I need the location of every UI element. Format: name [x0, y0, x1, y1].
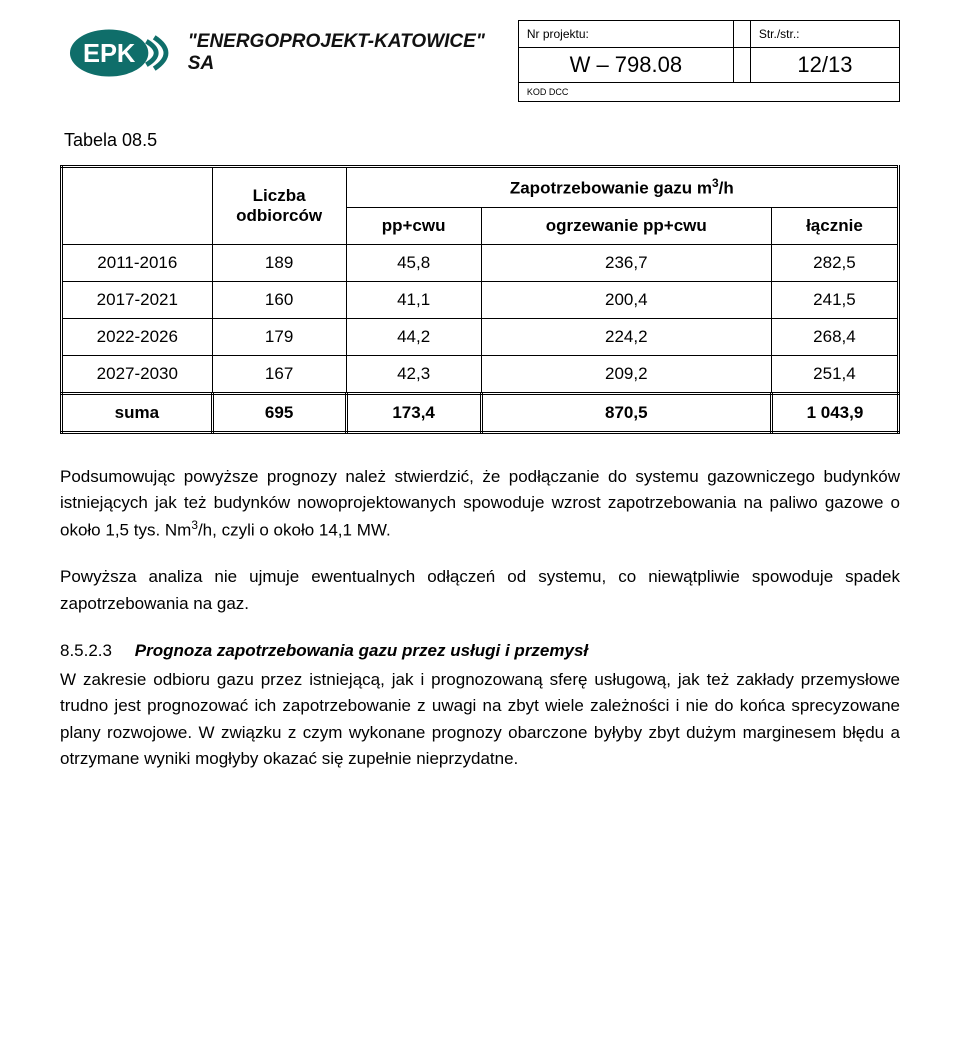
cell: 200,4 [481, 281, 771, 318]
logo-block: EPK "ENERGOPROJEKT-KATOWICE" SA [68, 25, 510, 81]
row-label: 2027-2030 [62, 355, 213, 393]
cell: 241,5 [771, 281, 898, 318]
heading-number: 8.5.2.3 [60, 641, 130, 661]
cell: 236,7 [481, 244, 771, 281]
col-header-empty [62, 167, 213, 245]
table-row: 2011-2016 189 45,8 236,7 282,5 [62, 244, 899, 281]
col-header-liczba: Liczba odbiorców [212, 167, 346, 245]
logo-text: EPK [83, 39, 136, 67]
cell: 167 [212, 355, 346, 393]
str-label: Str./str.: [759, 27, 800, 41]
nr-projektu-label: Nr projektu: [527, 27, 589, 41]
cell: 251,4 [771, 355, 898, 393]
cell: 179 [212, 318, 346, 355]
sum-label: suma [62, 393, 213, 432]
row-label: 2017-2021 [62, 281, 213, 318]
cell: 268,4 [771, 318, 898, 355]
table-row: 2017-2021 160 41,1 200,4 241,5 [62, 281, 899, 318]
sum-cell: 695 [212, 393, 346, 432]
table-caption: Tabela 08.5 [64, 130, 900, 151]
cell: 282,5 [771, 244, 898, 281]
nr-projektu-value: W – 798.08 [527, 52, 725, 78]
cell: 189 [212, 244, 346, 281]
cell: 209,2 [481, 355, 771, 393]
cell: 41,1 [346, 281, 481, 318]
section-heading: 8.5.2.3 Prognoza zapotrzebowania gazu pr… [60, 641, 900, 661]
sum-cell: 1 043,9 [771, 393, 898, 432]
cell: 45,8 [346, 244, 481, 281]
table-row: 2027-2030 167 42,3 209,2 251,4 [62, 355, 899, 393]
sub-header-lacznie: łącznie [771, 207, 898, 244]
heading-title: Prognoza zapotrzebowania gazu przez usłu… [135, 641, 588, 660]
cell: 42,3 [346, 355, 481, 393]
row-label: 2022-2026 [62, 318, 213, 355]
kod-dcc-label: KOD DCC [518, 83, 899, 102]
row-label: 2011-2016 [62, 244, 213, 281]
cell: 44,2 [346, 318, 481, 355]
sub-header-ppcwu: pp+cwu [346, 207, 481, 244]
paragraph-3: W zakresie odbioru gazu przez istniejącą… [60, 667, 900, 772]
table-row: 2022-2026 179 44,2 224,2 268,4 [62, 318, 899, 355]
cell: 224,2 [481, 318, 771, 355]
col-header-group: Zapotrzebowanie gazu m3/h [346, 167, 898, 208]
document-header: EPK "ENERGOPROJEKT-KATOWICE" SA Nr proje… [60, 20, 900, 102]
paragraph-1: Podsumowując powyższe prognozy należ stw… [60, 464, 900, 545]
epk-logo: EPK [68, 25, 176, 81]
paragraph-2: Powyższa analiza nie ujmuje ewentualnych… [60, 564, 900, 617]
company-name: "ENERGOPROJEKT-KATOWICE" SA [188, 31, 510, 75]
sum-cell: 870,5 [481, 393, 771, 432]
sub-header-ogrz: ogrzewanie pp+cwu [481, 207, 771, 244]
table-sum-row: suma 695 173,4 870,5 1 043,9 [62, 393, 899, 432]
sum-cell: 173,4 [346, 393, 481, 432]
gas-demand-table: Liczba odbiorców Zapotrzebowanie gazu m3… [60, 165, 900, 434]
str-value: 12/13 [759, 52, 891, 78]
cell: 160 [212, 281, 346, 318]
